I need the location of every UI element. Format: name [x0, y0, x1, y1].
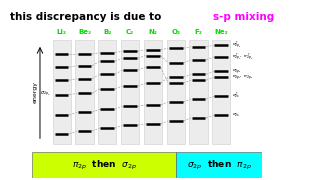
Text: O₂: O₂: [171, 29, 180, 35]
Text: F₂: F₂: [195, 29, 203, 35]
Text: Ne₂: Ne₂: [214, 29, 228, 35]
Text: energy: energy: [33, 81, 38, 103]
Bar: [189, 40, 208, 144]
Bar: [121, 40, 139, 144]
Text: $\sigma_{2p_x}$: $\sigma_{2p_x}$: [40, 90, 51, 99]
Text: $\sigma^*_{2p_x}$: $\sigma^*_{2p_x}$: [232, 39, 242, 51]
Bar: [212, 40, 230, 144]
Text: this discrepancy is due to: this discrepancy is due to: [10, 12, 164, 22]
Text: $\pi_{2p}$  then  $\sigma_{2p}$: $\pi_{2p}$ then $\sigma_{2p}$: [72, 159, 136, 172]
Text: $\sigma_{2p_x}$: $\sigma_{2p_x}$: [232, 67, 242, 76]
Text: $\pi^*_{2p_y},\ \pi^*_{2p_z}$: $\pi^*_{2p_y},\ \pi^*_{2p_z}$: [232, 51, 253, 63]
Text: $\pi_{2p_y},\ \pi_{2p_z}$: $\pi_{2p_y},\ \pi_{2p_z}$: [232, 73, 253, 82]
Bar: [176, 152, 262, 178]
Text: $\sigma_{2p}$  then  $\pi_{2p}$: $\sigma_{2p}$ then $\pi_{2p}$: [187, 159, 252, 172]
Bar: [75, 40, 93, 144]
Text: N₂: N₂: [148, 29, 157, 35]
Text: $\sigma_{2s}$: $\sigma_{2s}$: [232, 111, 241, 119]
Text: $\sigma^*_{2s}$: $\sigma^*_{2s}$: [232, 91, 241, 102]
Text: C₂: C₂: [126, 29, 134, 35]
Bar: [52, 40, 71, 144]
Text: s-p mixing: s-p mixing: [213, 12, 274, 22]
Text: Li₂: Li₂: [57, 29, 67, 35]
Text: Be₂: Be₂: [78, 29, 91, 35]
Bar: [167, 40, 185, 144]
Bar: [144, 40, 162, 144]
Text: B₂: B₂: [103, 29, 111, 35]
Bar: [98, 40, 116, 144]
Bar: [32, 152, 176, 178]
